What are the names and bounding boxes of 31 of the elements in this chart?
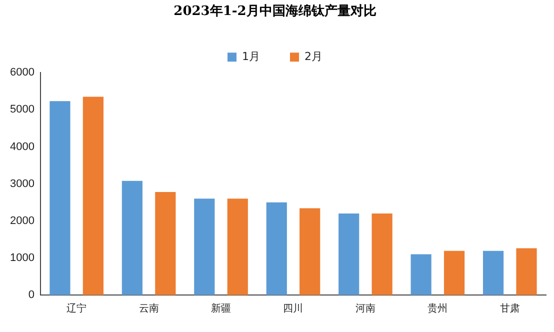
bar xyxy=(266,202,287,295)
bar xyxy=(338,213,360,295)
bar xyxy=(300,208,320,295)
bar xyxy=(227,198,248,295)
bar xyxy=(410,254,432,295)
legend-label: 1月 xyxy=(242,50,260,63)
x-tick-label: 四川 xyxy=(283,302,304,315)
bar xyxy=(155,192,176,295)
bar xyxy=(372,213,392,295)
x-tick-label: 辽宁 xyxy=(66,302,87,315)
y-tick-label: 2000 xyxy=(10,214,34,227)
x-tick-label: 河南 xyxy=(355,302,376,315)
y-tick-label: 6000 xyxy=(10,66,34,79)
x-tick-label: 云南 xyxy=(138,302,159,315)
y-tick-label: 4000 xyxy=(10,140,34,153)
bar xyxy=(194,198,215,295)
bar xyxy=(482,250,504,295)
y-tick-label: 3000 xyxy=(10,178,34,190)
y-tick-label: 1000 xyxy=(10,252,34,264)
chart-title: 2023年1-2月中国海绵钛产量对比 xyxy=(174,3,376,20)
bar xyxy=(444,250,465,295)
bar xyxy=(50,101,70,295)
bar xyxy=(82,96,104,295)
y-tick-label: 5000 xyxy=(10,104,34,116)
y-tick-label: 0 xyxy=(28,289,34,302)
bar xyxy=(516,248,537,295)
legend-label: 2月 xyxy=(304,50,322,63)
x-tick-label: 贵州 xyxy=(428,302,448,315)
bar xyxy=(122,180,142,295)
x-tick-label: 甘肃 xyxy=(500,302,520,315)
x-tick-label: 新疆 xyxy=(211,302,232,315)
